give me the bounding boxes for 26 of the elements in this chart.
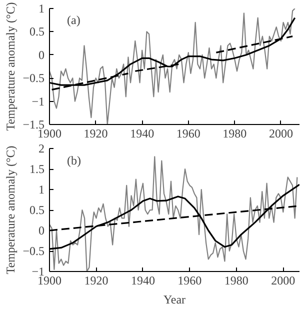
x-tick-label: 2000 [268, 126, 293, 140]
y-tick-label: 2 [38, 142, 44, 156]
x-tick-label: 2000 [271, 274, 296, 288]
y-axis-title: Temperature anomaly (°C) [4, 146, 18, 274]
x-tick-label: 1940 [130, 126, 154, 140]
x-tick-label: 1920 [84, 274, 108, 288]
y-axis-title: Temperature anomaly (°C) [4, 2, 18, 131]
annotation: (a) [67, 13, 80, 28]
x-tick-label: 1920 [84, 126, 108, 140]
y-tick-label: 0 [38, 224, 44, 238]
x-tick-label: 1940 [130, 274, 155, 288]
y-tick-label: 1 [38, 182, 44, 196]
annotation: (b) [67, 153, 81, 168]
x-tick-label: 1960 [176, 126, 200, 140]
y-tick-label: −0.5 [22, 71, 45, 86]
x-tick-label: 1980 [222, 126, 247, 140]
x-axis-title: Year [163, 292, 186, 306]
x-tick-label: 1980 [224, 274, 248, 288]
y-tick-label: 1.5 [30, 162, 44, 176]
y-tick-label: −1 [32, 94, 45, 108]
y-tick-label: 1 [38, 2, 44, 16]
y-tick-label: 0 [38, 48, 44, 62]
y-tick-label: −0.5 [22, 244, 45, 258]
x-tick-label: 1960 [178, 274, 202, 288]
y-tick-label: 0.5 [30, 24, 44, 39]
y-tick-label: 0.5 [30, 203, 44, 217]
